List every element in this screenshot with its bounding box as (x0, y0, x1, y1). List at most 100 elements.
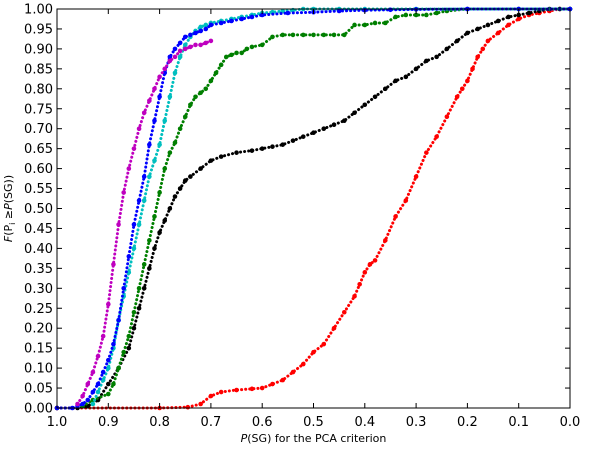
data-point (259, 42, 265, 48)
y-tick-label: 0.55 (24, 182, 53, 197)
data-point (90, 401, 96, 407)
data-point (413, 66, 419, 72)
series-trace (55, 7, 572, 410)
data-point (213, 70, 219, 76)
series-4 (54, 6, 573, 411)
data-point (362, 22, 368, 28)
data-point (424, 150, 429, 155)
data-point (177, 54, 183, 60)
data-point (249, 14, 255, 20)
data-point (198, 24, 203, 30)
data-point (341, 118, 347, 124)
data-point (162, 118, 168, 124)
data-point (465, 30, 470, 36)
y-tick-label: 0.50 (24, 202, 53, 217)
data-point (198, 401, 203, 407)
y-tick-label: 0.40 (24, 242, 53, 257)
data-point (341, 309, 347, 315)
data-point (218, 20, 224, 26)
data-point (280, 32, 286, 38)
data-point (403, 198, 409, 203)
data-point (188, 174, 193, 179)
data-point (172, 140, 178, 145)
data-point (131, 309, 137, 315)
data-point (480, 46, 486, 52)
y-tick-label: 0.85 (24, 62, 53, 77)
data-point (290, 369, 296, 375)
data-point (162, 70, 168, 76)
data-point (116, 365, 121, 371)
series-layer (54, 6, 573, 411)
series-1 (54, 6, 573, 411)
data-point (526, 10, 532, 16)
data-point (208, 78, 214, 84)
y-tick-label: 0.75 (24, 102, 53, 117)
x-tick-label: 0.5 (303, 415, 324, 430)
data-point (177, 40, 183, 46)
data-point (218, 62, 224, 68)
data-point (95, 389, 101, 395)
y-tick-label: 0.45 (24, 222, 53, 237)
data-point (80, 393, 85, 399)
data-point (193, 42, 198, 48)
series-0 (54, 6, 573, 411)
data-point (172, 54, 178, 60)
data-point (157, 94, 162, 100)
data-point (367, 262, 373, 267)
data-point (234, 150, 239, 155)
data-point (352, 110, 357, 116)
data-point (162, 66, 168, 72)
data-point (121, 286, 126, 291)
data-point (182, 114, 188, 120)
data-point (90, 389, 96, 395)
data-point (198, 90, 203, 96)
data-point (393, 78, 398, 84)
data-point (300, 32, 306, 38)
data-point (506, 22, 511, 28)
data-point (234, 50, 239, 56)
x-tick-label: 0.6 (252, 415, 273, 430)
data-point (152, 246, 157, 251)
data-point (85, 397, 91, 403)
data-point (111, 381, 116, 387)
x-tick-label: 0.3 (406, 415, 427, 430)
series-3 (90, 6, 573, 407)
series-5 (75, 38, 214, 407)
data-point (198, 28, 203, 34)
data-point (259, 385, 265, 391)
data-point (311, 130, 316, 135)
y-tick-label: 0.70 (24, 122, 53, 137)
data-point (141, 174, 147, 179)
data-point (372, 94, 378, 100)
series-trace (55, 7, 572, 410)
data-point (311, 349, 316, 355)
y-axis-label-part: P (2, 203, 15, 210)
data-point (290, 138, 296, 143)
data-point (188, 32, 193, 38)
data-point (321, 341, 327, 347)
data-point (357, 282, 362, 287)
data-point (516, 12, 521, 18)
data-point (208, 158, 214, 163)
data-point (388, 7, 393, 13)
data-point (131, 146, 137, 151)
data-point (182, 42, 188, 48)
data-point (162, 166, 168, 171)
data-point (147, 174, 152, 179)
y-axis-label-part: ≥ (2, 210, 15, 223)
data-point (218, 389, 224, 395)
data-point (131, 222, 137, 227)
data-point (147, 142, 152, 147)
data-point (259, 12, 265, 18)
data-point (259, 146, 265, 151)
data-point (336, 8, 342, 14)
data-point (188, 102, 193, 108)
y-axis-label-part: (SG)) (2, 175, 15, 203)
data-point (198, 42, 203, 48)
data-point (331, 32, 337, 38)
data-point (167, 58, 173, 64)
y-tick-label: 0.25 (24, 302, 53, 317)
data-point (141, 198, 147, 203)
y-axis-label-part: (P (2, 225, 15, 236)
series-trace (76, 39, 213, 406)
